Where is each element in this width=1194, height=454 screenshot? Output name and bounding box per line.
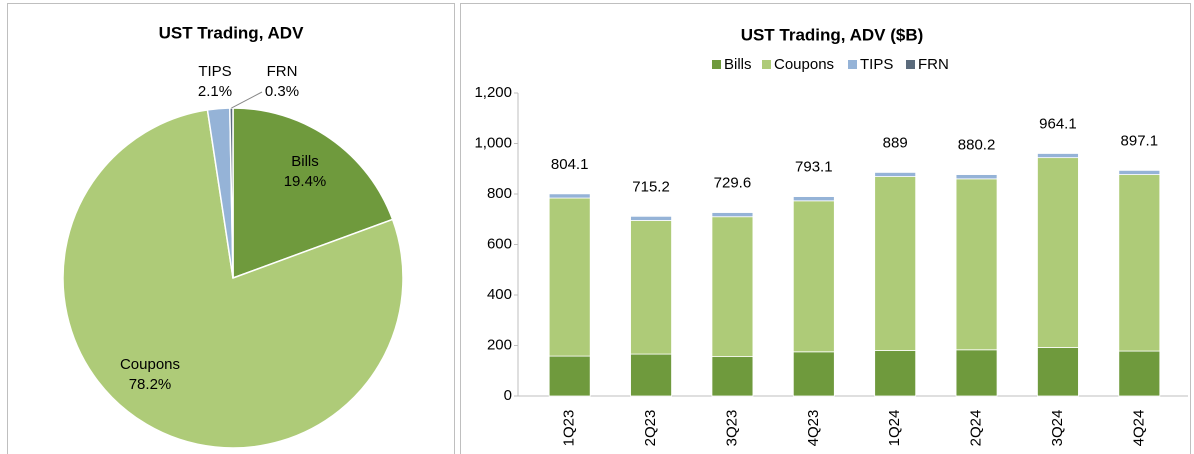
legend-label: Bills — [724, 56, 752, 73]
bar-segment — [792, 196, 835, 202]
bar-segment — [792, 195, 835, 197]
legend-swatch — [848, 60, 857, 69]
bar-segment — [548, 355, 591, 397]
bar-segment — [711, 211, 754, 213]
slice-label: FRN — [267, 63, 298, 80]
bar-segment — [548, 197, 591, 357]
x-tick-label: 3Q24 — [1049, 410, 1066, 447]
bar-segment — [630, 215, 672, 221]
legend-label: TIPS — [860, 56, 893, 73]
legend-label: FRN — [918, 56, 949, 73]
total-label: 889 — [883, 134, 908, 151]
pie-title: UST Trading, ADV — [159, 23, 304, 42]
bar-segment — [1037, 157, 1079, 348]
total-label: 964.1 — [1039, 116, 1077, 133]
y-tick-label: 400 — [487, 286, 512, 303]
bar-segment — [792, 200, 835, 353]
total-label: 729.6 — [714, 175, 752, 192]
y-tick-label: 800 — [487, 185, 512, 202]
slice-value: 19.4% — [284, 173, 327, 190]
x-tick-label: 2Q24 — [968, 410, 985, 447]
bar-segment — [1118, 169, 1161, 175]
y-tick-label: 200 — [487, 336, 512, 353]
bar-segment — [1037, 347, 1079, 397]
bar-segment — [1037, 152, 1079, 154]
bar-segment — [1118, 350, 1161, 397]
bar-segment — [955, 178, 998, 351]
slice-value: 78.2% — [129, 376, 172, 393]
y-tick-label: 1,000 — [474, 134, 512, 151]
bar-segment — [711, 216, 754, 358]
y-tick-label: 1,200 — [474, 84, 512, 101]
x-tick-label: 1Q23 — [561, 410, 578, 447]
bar-segment — [1118, 169, 1161, 171]
bar-segment — [792, 351, 835, 397]
y-tick-label: 600 — [487, 235, 512, 252]
bar-segment — [630, 220, 672, 355]
bar-segment — [1037, 152, 1079, 159]
pie-panel — [7, 3, 455, 454]
total-label: 793.1 — [795, 159, 833, 176]
bar-segment — [1118, 174, 1161, 352]
total-label: 804.1 — [551, 156, 589, 173]
bar-segment — [711, 212, 754, 218]
x-tick-label: 2Q23 — [642, 410, 659, 447]
bar-segment — [874, 171, 917, 177]
y-tick-label: 0 — [504, 387, 512, 404]
x-tick-label: 4Q23 — [805, 410, 822, 447]
bar-segment — [630, 353, 672, 397]
slice-value: 0.3% — [265, 83, 299, 100]
bar-segment — [630, 215, 672, 217]
pie-slice — [62, 109, 404, 449]
x-tick-label: 3Q23 — [723, 410, 740, 447]
bar-segment — [874, 171, 917, 173]
bar-segment — [548, 192, 591, 195]
bar-segment — [874, 350, 917, 397]
bar-segment — [955, 349, 998, 397]
x-tick-label: 1Q24 — [886, 410, 903, 447]
pie-slice — [232, 107, 394, 280]
slice-label: Coupons — [120, 356, 180, 373]
bar-segment — [955, 174, 998, 180]
legend-swatch — [712, 60, 721, 69]
slice-label: TIPS — [198, 63, 231, 80]
x-tick-label: 4Q24 — [1130, 410, 1147, 447]
slice-label: Bills — [291, 153, 319, 170]
bar-title: UST Trading, ADV ($B) — [741, 25, 924, 44]
leader-line — [231, 91, 263, 109]
legend-swatch — [762, 60, 771, 69]
bar-segment — [874, 176, 917, 351]
total-label: 715.2 — [632, 178, 670, 195]
legend-label: Coupons — [774, 56, 834, 73]
bar-segment — [955, 173, 998, 175]
bar-segment — [548, 193, 591, 199]
bar-segment — [711, 356, 754, 397]
total-label: 897.1 — [1121, 132, 1159, 149]
legend-swatch — [906, 60, 915, 69]
slice-value: 2.1% — [198, 83, 232, 100]
bar-panel — [460, 3, 1191, 454]
total-label: 880.2 — [958, 137, 996, 154]
